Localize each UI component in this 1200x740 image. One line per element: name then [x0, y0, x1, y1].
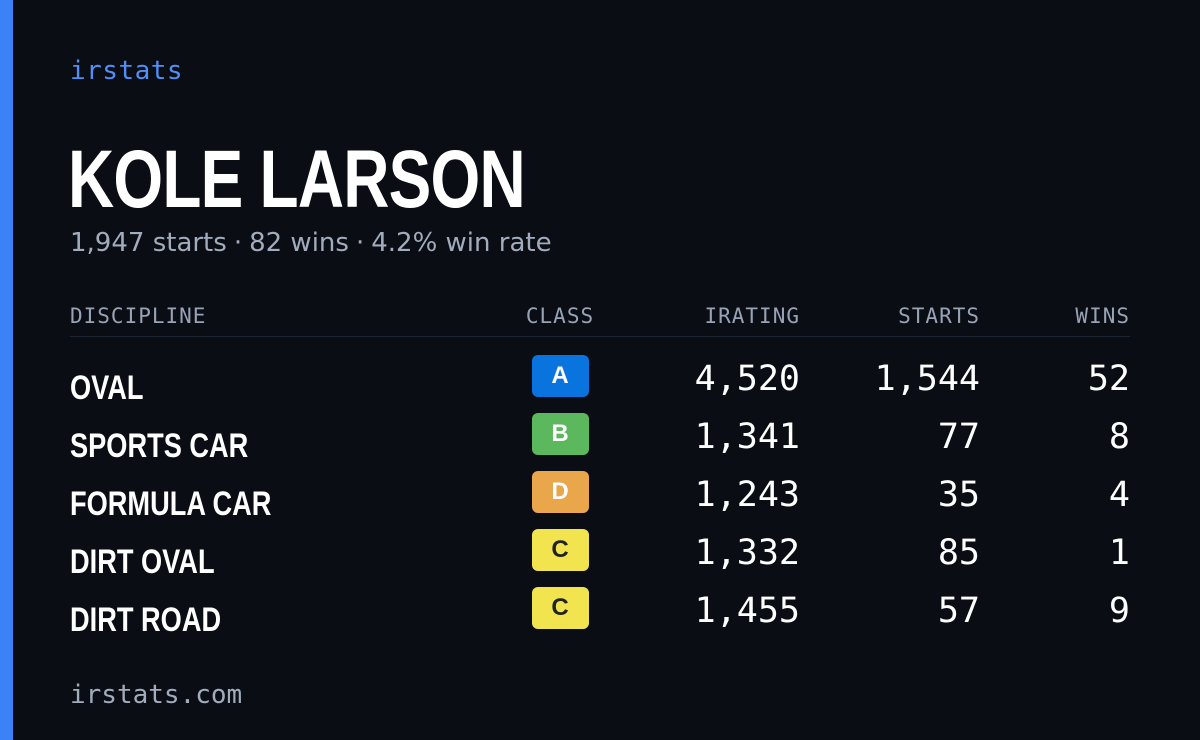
- starts-value: 1,544: [874, 359, 980, 399]
- wins-value: 8: [1108, 417, 1130, 457]
- header-starts: STARTS: [800, 296, 980, 337]
- table-row: DIRT ROAD C 1,455 57 9: [70, 583, 1130, 641]
- driver-name: KOLE LARSON: [68, 134, 526, 225]
- discipline-name: SPORTS CAR: [70, 426, 249, 465]
- accent-bar: [0, 0, 13, 740]
- starts-value: 35: [937, 475, 980, 515]
- wins-value: 4: [1108, 475, 1130, 515]
- brand-logo-text[interactable]: irstats: [70, 56, 184, 86]
- irating-value: 1,243: [694, 475, 800, 515]
- class-badge: A: [531, 355, 589, 397]
- summary-separator: ·: [233, 228, 243, 258]
- class-badge: C: [531, 529, 589, 571]
- summary-wins: 82 wins: [249, 228, 349, 258]
- starts-value: 85: [937, 533, 980, 573]
- summary-starts: 1,947 starts: [70, 228, 227, 258]
- header-wins: WINS: [980, 296, 1130, 337]
- header-discipline: DISCIPLINE: [70, 296, 520, 337]
- table-header-row: DISCIPLINE CLASS IRATING STARTS WINS: [70, 296, 1130, 337]
- discipline-name: DIRT OVAL: [70, 542, 215, 581]
- class-badge: C: [531, 587, 589, 629]
- wins-value: 52: [1087, 359, 1130, 399]
- summary-win-rate: 4.2% win rate: [371, 228, 552, 258]
- starts-value: 57: [937, 591, 980, 631]
- irating-value: 1,332: [694, 533, 800, 573]
- irating-value: 1,455: [694, 591, 800, 631]
- discipline-name: FORMULA CAR: [70, 484, 272, 523]
- table-row: OVAL A 4,520 1,544 52: [70, 337, 1130, 410]
- discipline-name: DIRT ROAD: [70, 600, 222, 639]
- summary-separator: ·: [355, 228, 365, 258]
- discipline-stats-table: DISCIPLINE CLASS IRATING STARTS WINS OVA…: [70, 296, 1130, 641]
- wins-value: 9: [1108, 591, 1130, 631]
- table-row: DIRT OVAL C 1,332 85 1: [70, 525, 1130, 583]
- header-irating: IRATING: [600, 296, 800, 337]
- wins-value: 1: [1108, 533, 1130, 573]
- table-row: SPORTS CAR B 1,341 77 8: [70, 409, 1130, 467]
- starts-value: 77: [937, 417, 980, 457]
- irating-value: 1,341: [694, 417, 800, 457]
- irating-value: 4,520: [694, 359, 800, 399]
- driver-summary: 1,947 starts · 82 wins · 4.2% win rate: [70, 228, 552, 258]
- class-badge: B: [531, 413, 589, 455]
- table-row: FORMULA CAR D 1,243 35 4: [70, 467, 1130, 525]
- class-badge: D: [531, 471, 589, 513]
- footer-url[interactable]: irstats.com: [70, 680, 243, 710]
- discipline-name: OVAL: [70, 368, 144, 407]
- header-class: CLASS: [520, 296, 600, 337]
